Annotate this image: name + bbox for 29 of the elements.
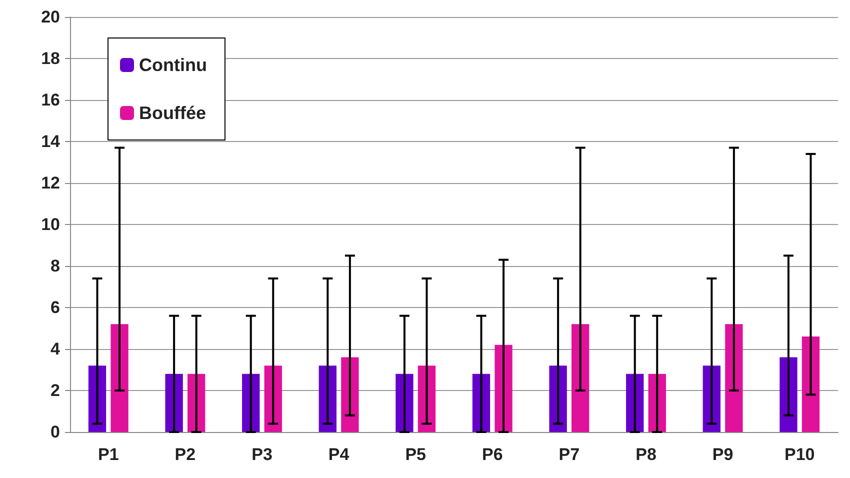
y-tick-label: 18 [41,49,60,68]
y-tick-label: 0 [50,422,60,442]
x-tick-label: P4 [328,445,350,464]
y-tick-label: 4 [50,340,61,358]
y-tick-label: 20 [41,8,60,26]
bar [572,324,590,432]
y-tick-label: 6 [50,298,60,317]
bar [725,324,743,432]
legend-label: Bouffée [139,103,206,123]
y-tick-label: 12 [41,174,60,192]
y-tick-label: 14 [41,132,61,151]
y-tick-label: 16 [41,90,60,110]
y-tick-label: 8 [50,256,60,276]
x-tick-label: P7 [558,445,580,464]
x-tick-label: P2 [174,445,196,464]
y-tick-label: 10 [41,215,60,234]
x-tick-label: P6 [482,445,503,464]
x-tick-label: P3 [252,445,272,464]
bar [341,357,359,432]
legend-label: Continu [139,55,207,75]
bar [110,324,128,432]
x-tick-label: P1 [98,445,119,464]
bar [802,336,820,432]
y-tick-label: 2 [50,381,60,400]
x-tick-label: P5 [405,445,426,464]
x-tick-label: P10 [784,445,815,464]
bar [780,357,798,432]
x-tick-label: P9 [712,445,734,464]
x-tick-label: P8 [636,445,656,464]
